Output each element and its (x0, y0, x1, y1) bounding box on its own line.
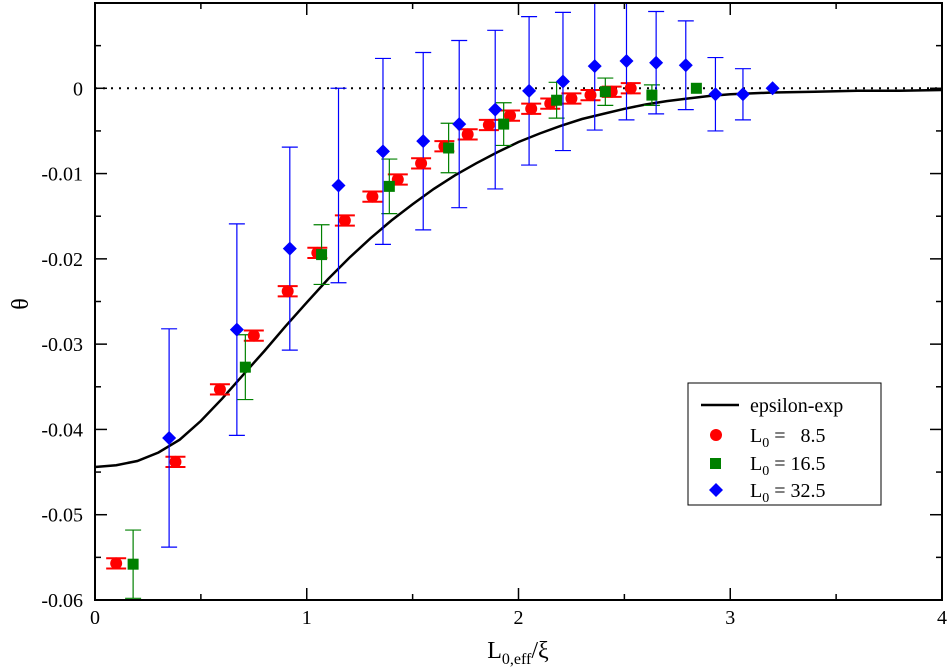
data-markers (110, 53, 780, 570)
y-axis-title: θ (8, 298, 34, 310)
x-tick-label: 1 (302, 607, 312, 629)
y-tick-label: -0.01 (41, 164, 83, 186)
y-tick-label: -0.03 (41, 334, 83, 356)
legend-marker-l0-32-5 (709, 483, 723, 497)
diamond-point (522, 83, 537, 98)
square-point (551, 94, 563, 106)
circle-point (525, 102, 538, 115)
circle-point (415, 157, 428, 170)
circle-point (213, 383, 226, 396)
circle-point (110, 557, 123, 570)
x-tick-label: 3 (725, 607, 735, 629)
diamond-point (587, 59, 602, 74)
x-tick-label: 0 (90, 607, 100, 629)
legend-label-l0-8-5: L0 = 8.5 (750, 425, 826, 451)
square-point (498, 118, 510, 130)
diamond-point (331, 178, 346, 193)
diamond-point (678, 58, 693, 73)
diamond-point (488, 102, 503, 117)
diamond-point (765, 81, 780, 96)
diamond-point (708, 87, 723, 102)
legend-marker-l0-16-5 (710, 458, 721, 469)
circle-point (366, 190, 379, 203)
square-point (443, 142, 455, 154)
diamond-point (282, 241, 297, 256)
legend-label-l0-32-5: L0 = 32.5 (750, 480, 826, 506)
legend-box (687, 382, 882, 506)
axis-ticks (94, 3, 943, 601)
square-point (383, 180, 395, 192)
x-axis-title: L0,eff/ξ (487, 638, 549, 668)
circle-point (461, 128, 474, 141)
axis-tick-labels: 0 1 2 3 4 -0.06 -0.05 -0.04 -0.03 -0.02 -0.01 0 (41, 78, 947, 629)
square-point (599, 86, 611, 98)
circle-point (281, 285, 294, 298)
square-point (239, 361, 251, 373)
circle-point (584, 89, 597, 102)
legend-marker-l0-8-5 (710, 429, 722, 441)
square-point (690, 82, 702, 94)
circle-point (565, 92, 578, 105)
diamond-point (375, 144, 390, 159)
circle-point (482, 118, 495, 131)
legend: epsilon-exp L0 = 8.5 L0 = 16.5 L0 = 32.5 (687, 382, 882, 506)
diamond-point (452, 117, 467, 132)
x-tick-label: 2 (514, 607, 524, 629)
diamond-point (735, 87, 750, 102)
circle-point (504, 109, 517, 122)
circle-point (169, 455, 182, 468)
diamond-point (416, 134, 431, 149)
diamond-point (229, 322, 244, 337)
square-point (646, 89, 658, 101)
y-tick-label: -0.05 (41, 505, 83, 527)
diamond-point (649, 55, 664, 70)
legend-label-l0-16-5: L0 = 16.5 (750, 453, 826, 479)
square-point (127, 558, 139, 570)
diamond-point (619, 53, 634, 68)
circle-point (624, 82, 637, 95)
y-tick-label: -0.02 (41, 249, 83, 271)
y-tick-label: -0.04 (41, 419, 83, 441)
legend-label-epsilon-exp: epsilon-exp (750, 395, 843, 417)
diamond-point (555, 74, 570, 89)
diamond-point (162, 430, 177, 445)
y-tick-label: 0 (73, 78, 83, 100)
circle-point (247, 329, 260, 342)
y-tick-label: -0.06 (41, 590, 83, 612)
square-point (316, 249, 328, 261)
x-tick-label: 4 (937, 607, 947, 629)
circle-point (338, 214, 351, 227)
